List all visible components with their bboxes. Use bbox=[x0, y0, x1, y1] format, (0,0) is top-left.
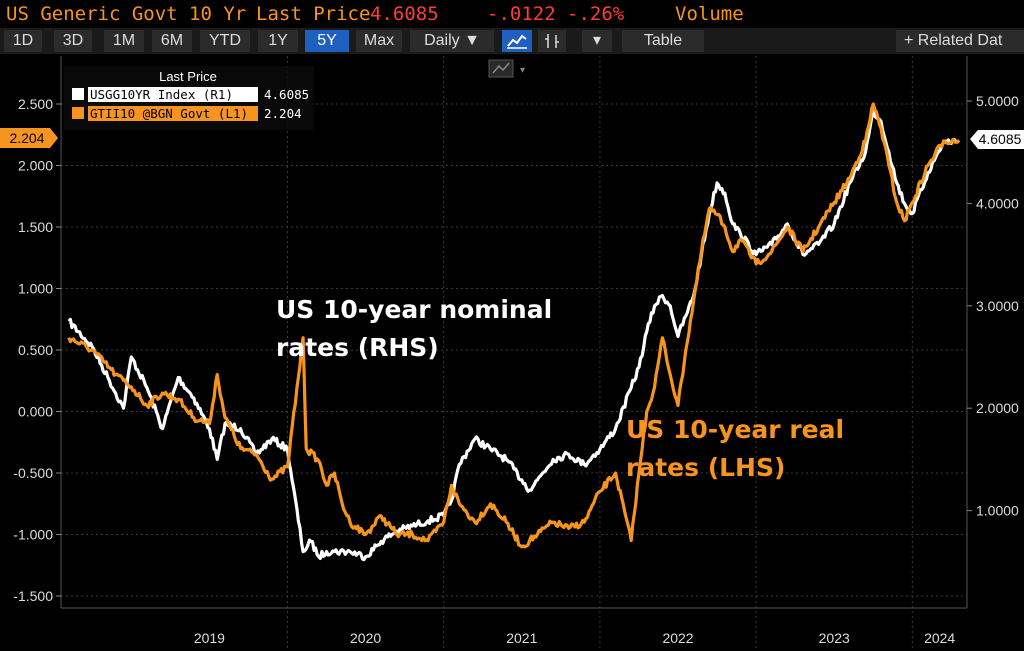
range-1y-button[interactable]: 1Y bbox=[258, 30, 298, 52]
right-tag-value: 4.6085 bbox=[979, 131, 1022, 147]
chart-type-caret: ▾ bbox=[520, 65, 525, 76]
line-chart-glyph bbox=[507, 34, 527, 49]
frequency-select[interactable]: Daily ▼ bbox=[410, 30, 494, 52]
left-tick-label: 2.500 bbox=[18, 96, 53, 112]
x-tick-label: 2020 bbox=[350, 630, 381, 646]
legend-label-nominal: USGG10YR Index (R1) bbox=[90, 87, 233, 102]
x-tick-label: 2022 bbox=[662, 630, 693, 646]
series-layer bbox=[67, 102, 961, 562]
x-tick-label: 2019 bbox=[194, 630, 225, 646]
legend[interactable]: Last Price USGG10YR Index (R1) 4.6085 GT… bbox=[64, 66, 314, 130]
left-tick-label: 1.000 bbox=[18, 281, 53, 297]
left-tick-label: -1.500 bbox=[13, 588, 53, 604]
volume-label[interactable]: Volume bbox=[675, 3, 744, 25]
right-axis-ticks: 5.0000 4.0000 3.0000 2.0000 1.0000 bbox=[967, 93, 1019, 519]
left-tick-label: 0.500 bbox=[18, 342, 53, 358]
left-current-tag: 2.204 bbox=[0, 128, 58, 148]
right-tag-shape bbox=[970, 130, 1024, 149]
right-tick-label: 4.0000 bbox=[976, 195, 1019, 211]
range-1d-button[interactable]: 1D bbox=[4, 30, 42, 52]
candlestick-glyph bbox=[545, 34, 559, 48]
legend-value-nominal: 4.6085 bbox=[264, 87, 309, 102]
annotation-real-line2: rates (LHS) bbox=[626, 453, 785, 482]
mini-chart-icon bbox=[492, 62, 510, 74]
x-axis-ticks: 2019 2020 2021 2022 2023 2024 bbox=[194, 630, 956, 646]
legend-value-real: 2.204 bbox=[264, 106, 302, 121]
legend-swatch-nominal bbox=[72, 88, 84, 100]
grid bbox=[61, 56, 967, 651]
right-tick-label: 2.0000 bbox=[976, 400, 1019, 416]
legend-box-nominal bbox=[88, 87, 258, 102]
header-bar: US Generic Govt 10 Yr Last Price 4.6085 … bbox=[0, 0, 1024, 28]
left-tick-label: -0.500 bbox=[13, 465, 53, 481]
chart-options-dropdown[interactable]: ▾ bbox=[582, 30, 612, 52]
price-change-pct: -.26% bbox=[567, 3, 625, 25]
series-line-nominal bbox=[67, 109, 960, 562]
annotation-real-line1: US 10-year real bbox=[626, 415, 844, 444]
range-max-button[interactable]: Max bbox=[356, 30, 402, 52]
toolbar: 1D 3D 1M 6M YTD 1Y 5Y Max Daily ▼ ▾ Tabl… bbox=[0, 28, 1024, 54]
range-3d-button[interactable]: 3D bbox=[54, 30, 92, 52]
right-current-tag: 4.6085 bbox=[970, 130, 1024, 149]
security-name[interactable]: US Generic Govt 10 Yr bbox=[6, 3, 247, 25]
candlestick-icon[interactable] bbox=[538, 30, 566, 52]
right-tick-label: 3.0000 bbox=[976, 298, 1019, 314]
last-price-label: Last Price bbox=[256, 3, 371, 25]
right-tick-label: 1.0000 bbox=[976, 503, 1019, 519]
legend-swatch-real bbox=[72, 107, 84, 119]
series-line-real bbox=[67, 102, 961, 549]
legend-title: Last Price bbox=[159, 69, 217, 84]
range-1m-button[interactable]: 1M bbox=[104, 30, 144, 52]
price-change: -.0122 bbox=[487, 3, 556, 25]
legend-box-real bbox=[88, 106, 258, 121]
x-tick-label: 2021 bbox=[506, 630, 537, 646]
left-tag-value: 2.204 bbox=[9, 130, 44, 146]
x-tick-label: 2024 bbox=[924, 630, 955, 646]
annotation-nominal-line2: rates (RHS) bbox=[276, 333, 439, 362]
last-price-value: 4.6085 bbox=[370, 3, 439, 25]
left-tag-shape bbox=[0, 128, 58, 148]
chart-type-selector[interactable]: ▾ bbox=[488, 59, 525, 78]
x-tick-label: 2023 bbox=[819, 630, 850, 646]
left-axis-ticks: 2.500 2.000 1.500 1.000 0.500 0.000 -0.500 -1.0… bbox=[13, 96, 61, 604]
left-tick-label: 2.000 bbox=[18, 158, 53, 174]
range-ytd-button[interactable]: YTD bbox=[200, 30, 250, 52]
range-5y-button[interactable]: 5Y bbox=[305, 30, 349, 52]
table-button[interactable]: Table bbox=[622, 30, 704, 52]
left-tick-label: 0.000 bbox=[18, 404, 53, 420]
line-chart-icon[interactable] bbox=[502, 30, 532, 52]
range-6m-button[interactable]: 6M bbox=[152, 30, 192, 52]
related-data-button[interactable]: + Related Dat bbox=[896, 30, 1024, 52]
annotation-nominal-line1: US 10-year nominal bbox=[276, 295, 552, 324]
left-tick-label: -1.000 bbox=[13, 527, 53, 543]
left-tick-label: 1.500 bbox=[18, 219, 53, 235]
legend-label-real: GTII10 @BGN Govt (L1) bbox=[90, 106, 248, 121]
right-tick-label: 5.0000 bbox=[976, 93, 1019, 109]
